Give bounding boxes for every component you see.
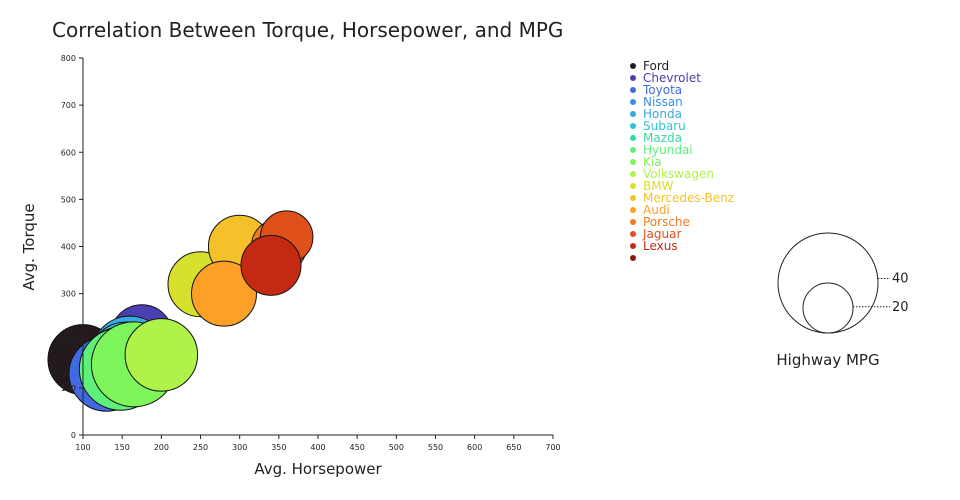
- legend-label: Lexus: [643, 239, 678, 253]
- y-ticks: 0 100 200 300 400 500 600 700 800: [61, 54, 83, 440]
- x-tick-label: 250: [193, 443, 208, 452]
- x-axis-title: Avg. Horsepower: [254, 460, 382, 478]
- legend-marker: [630, 147, 636, 153]
- x-tick-label: 550: [428, 443, 443, 452]
- x-tick-label: 300: [232, 443, 247, 452]
- y-tick-label: 200: [61, 337, 76, 346]
- legend-label: Nissan: [643, 95, 683, 109]
- legend-label: Mercedes-Benz: [643, 191, 734, 205]
- legend-marker: [630, 183, 636, 189]
- y-tick-label: 500: [61, 195, 76, 204]
- legend-marker: [630, 99, 636, 105]
- bubble-volkswagen[interactable]: [124, 318, 199, 392]
- legend-label: Toyota: [642, 83, 682, 97]
- size-legend-label: 20: [892, 300, 909, 315]
- y-tick-label: 800: [61, 54, 76, 63]
- chart-title: Correlation Between Torque, Horsepower, …: [52, 18, 563, 42]
- legend-marker: [630, 87, 636, 93]
- legend-label: Porsche: [643, 215, 690, 229]
- x-ticks: 100 150 200 250 300 350 400 450 500 550 600 650 700: [75, 435, 561, 452]
- legend-marker: [630, 231, 636, 237]
- bubble-audi[interactable]: [191, 260, 257, 327]
- legend-marker: [630, 123, 636, 129]
- y-axis-title: Avg. Torque: [20, 203, 38, 290]
- legend-marker: [630, 75, 636, 81]
- legend-label: Hyundai: [643, 143, 693, 157]
- x-tick-label: 400: [310, 443, 325, 452]
- size-legend-title: Highway MPG: [776, 351, 879, 369]
- y-tick-label: 700: [61, 101, 76, 110]
- y-tick-label: 100: [61, 384, 76, 393]
- legend-marker: [630, 207, 636, 213]
- x-tick-label: 500: [389, 443, 404, 452]
- x-tick-label: 600: [467, 443, 482, 452]
- legend-marker: [630, 63, 636, 69]
- legend-label: Jaguar: [642, 227, 681, 241]
- bubble-lexus[interactable]: [240, 234, 302, 296]
- legend-marker: [630, 255, 636, 261]
- legend-label: Ford: [643, 59, 669, 73]
- legend-label: Subaru: [643, 119, 686, 133]
- plot-area: 100 150 200 250 300 350 400 450 500 550 600 650 700 …: [47, 54, 561, 452]
- bubbles: [47, 210, 314, 412]
- y-tick-label: 600: [61, 148, 76, 157]
- legend-label: Honda: [643, 107, 682, 121]
- size-legend: 40 20: [777, 232, 909, 334]
- legend: FordChevroletToyotaNissanHondaSubaruMazd…: [630, 59, 734, 261]
- legend-label: Mazda: [643, 131, 682, 145]
- y-tick-label: 0: [71, 431, 76, 440]
- legend-marker: [630, 111, 636, 117]
- x-tick-label: 200: [154, 443, 169, 452]
- size-legend-label: 40: [892, 272, 909, 287]
- legend-marker: [630, 195, 636, 201]
- legend-marker: [630, 171, 636, 177]
- x-tick-label: 450: [350, 443, 365, 452]
- x-tick-label: 650: [506, 443, 521, 452]
- legend-label: Chevrolet: [643, 71, 701, 85]
- size-legend-circle: [802, 282, 854, 334]
- y-tick-label: 300: [61, 290, 76, 299]
- legend-marker: [630, 135, 636, 141]
- legend-marker: [630, 219, 636, 225]
- legend-label: BMW: [643, 179, 674, 193]
- legend-marker: [630, 159, 636, 165]
- x-tick-label: 150: [115, 443, 130, 452]
- x-tick-label: 100: [75, 443, 90, 452]
- x-tick-label: 700: [545, 443, 560, 452]
- legend-label: Audi: [643, 203, 670, 217]
- y-tick-label: 400: [61, 243, 76, 252]
- x-tick-label: 350: [271, 443, 286, 452]
- legend-marker: [630, 243, 636, 249]
- legend-label: Kia: [643, 155, 662, 169]
- legend-label: Volkswagen: [643, 167, 714, 181]
